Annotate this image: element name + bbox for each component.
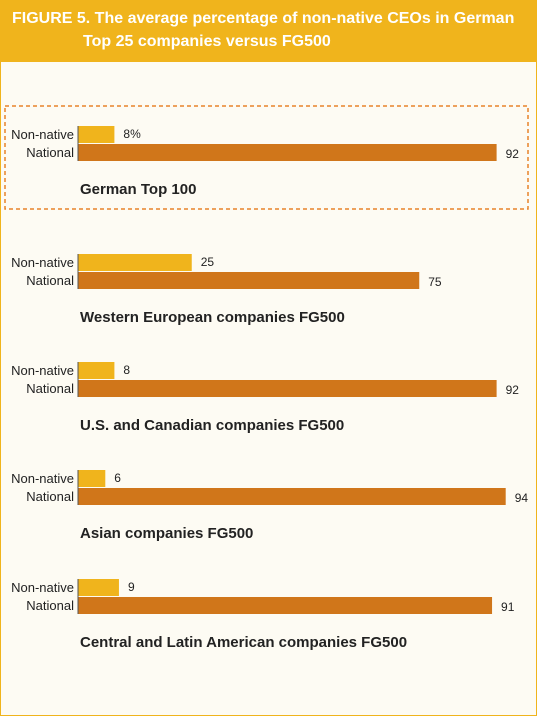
bar-national <box>78 380 497 397</box>
series-label-non-native: Non-native <box>11 127 74 142</box>
highlight-box <box>4 105 529 210</box>
bar-non-native <box>78 254 192 271</box>
value-label-national: 94 <box>515 491 529 505</box>
series-label-national: National <box>26 489 74 504</box>
series-label-non-native: Non-native <box>11 471 74 486</box>
figure-title-line2: Top 25 companies versus FG500 <box>83 33 331 50</box>
value-label-non-native: 9 <box>128 580 135 594</box>
series-label-non-native: Non-native <box>11 580 74 595</box>
value-label-non-native: 8% <box>123 127 141 141</box>
series-label-non-native: Non-native <box>11 255 74 270</box>
series-label-national: National <box>26 598 74 613</box>
bar-non-native <box>78 126 115 143</box>
value-label-non-native: 8 <box>123 363 130 377</box>
series-label-national: National <box>26 381 74 396</box>
group-label: German Top 100 <box>80 181 196 198</box>
group-label: Asian companies FG500 <box>80 525 253 542</box>
bar-national <box>78 144 497 161</box>
figure-header: FIGURE 5. The average percentage of non-… <box>0 0 537 62</box>
value-label-national: 91 <box>501 600 515 614</box>
bar-national <box>78 597 493 614</box>
value-label-national: 92 <box>506 147 520 161</box>
group-label: U.S. and Canadian companies FG500 <box>80 417 344 434</box>
series-label-national: National <box>26 145 74 160</box>
group-label: Central and Latin American companies FG5… <box>80 634 407 651</box>
bar-national <box>78 488 506 505</box>
value-label-non-native: 6 <box>114 471 121 485</box>
series-label-non-native: Non-native <box>11 363 74 378</box>
group-label: Western European companies FG500 <box>80 309 345 326</box>
value-label-non-native: 25 <box>201 255 215 269</box>
figure-title-line1: FIGURE 5. The average percentage of non-… <box>12 10 515 27</box>
value-label-national: 92 <box>506 383 520 397</box>
bar-non-native <box>78 579 119 596</box>
bar-non-native <box>78 470 106 487</box>
bar-national <box>78 272 420 289</box>
series-label-national: National <box>26 273 74 288</box>
value-label-national: 75 <box>428 275 442 289</box>
bar-non-native <box>78 362 115 379</box>
